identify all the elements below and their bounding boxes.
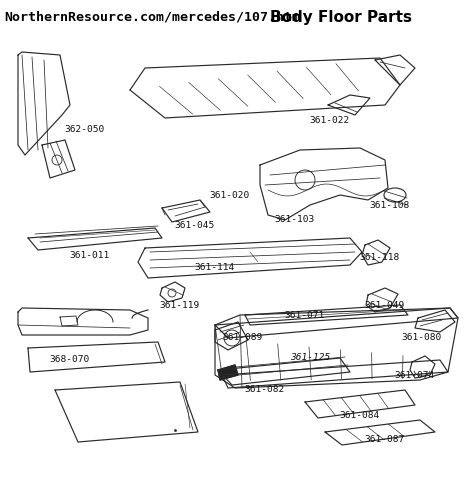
Text: 361-049: 361-049: [365, 301, 405, 309]
Polygon shape: [218, 365, 238, 380]
Text: 361-108: 361-108: [370, 200, 410, 209]
Text: 361-114: 361-114: [195, 263, 235, 272]
Text: 362-050: 362-050: [65, 126, 105, 134]
Text: Body Floor Parts: Body Floor Parts: [270, 10, 412, 25]
Text: 361-020: 361-020: [210, 191, 250, 199]
Text: 361-084: 361-084: [340, 411, 380, 420]
Text: 361-074: 361-074: [395, 370, 435, 380]
Text: 361-103: 361-103: [275, 216, 315, 225]
Text: 361-118: 361-118: [360, 253, 400, 262]
Text: 361-045: 361-045: [175, 220, 215, 229]
Text: 361-119: 361-119: [160, 301, 200, 309]
Text: 361-089: 361-089: [223, 334, 263, 343]
Text: 361-080: 361-080: [402, 334, 442, 343]
Text: 361-071: 361-071: [285, 311, 325, 319]
Text: 361-082: 361-082: [245, 385, 285, 394]
Text: NorthernResource.com/mercedes/107.htm: NorthernResource.com/mercedes/107.htm: [4, 10, 300, 23]
Text: 361-087: 361-087: [365, 435, 405, 445]
Text: 368-070: 368-070: [50, 356, 90, 365]
Text: 361-022: 361-022: [310, 116, 350, 124]
Text: 361-011: 361-011: [70, 250, 110, 260]
Text: 361-125: 361-125: [290, 354, 330, 362]
